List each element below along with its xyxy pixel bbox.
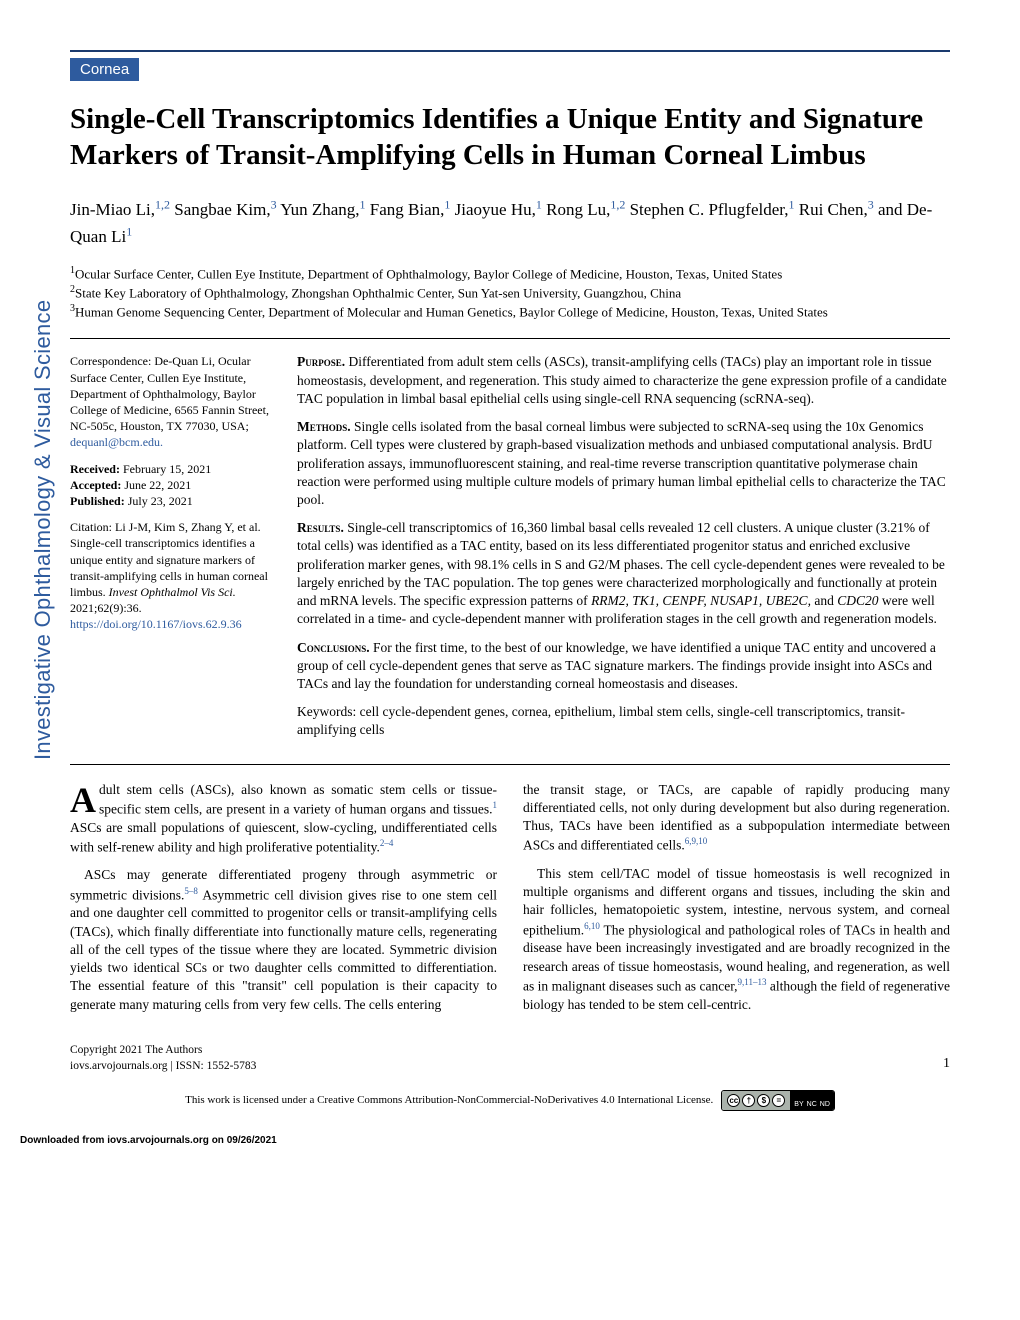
author: Rui Chen,3 — [799, 200, 878, 219]
results-heading: Results. — [297, 520, 344, 535]
methods-heading: Methods. — [297, 419, 351, 434]
affiliation: 3Human Genome Sequencing Center, Departm… — [70, 302, 950, 321]
affiliations: 1Ocular Surface Center, Cullen Eye Insti… — [70, 264, 950, 321]
accepted-date: June 22, 2021 — [124, 478, 191, 492]
affiliation: 2State Key Laboratory of Ophthalmology, … — [70, 283, 950, 302]
correspondence-block: Correspondence: De-Quan Li, Ocular Surfa… — [70, 353, 275, 450]
correspondence-email[interactable]: dequanl@bcm.edu. — [70, 435, 163, 449]
author: Sangbae Kim,3 — [174, 200, 280, 219]
purpose-heading: Purpose. — [297, 354, 345, 369]
conclusions-heading: Conclusions. — [297, 640, 370, 655]
dropcap: A — [70, 781, 99, 816]
published-label: Published: — [70, 494, 125, 508]
ref-6-9-10[interactable]: 6,9,10 — [685, 836, 708, 846]
author: Fang Bian,1 — [370, 200, 455, 219]
author: Jiaoyue Hu,1 — [455, 200, 546, 219]
mid-rule — [70, 338, 950, 339]
download-note: Downloaded from iovs.arvojournals.org on… — [20, 1135, 950, 1146]
category-badge: Cornea — [70, 58, 139, 81]
journal-name-vertical: Investigative Ophthalmology & Visual Sci… — [30, 300, 56, 760]
body-rule — [70, 764, 950, 765]
citation-ref: 2021;62(9):36. — [70, 601, 142, 615]
license-text: This work is licensed under a Creative C… — [185, 1094, 713, 1106]
published-date: July 23, 2021 — [128, 494, 193, 508]
ref-1[interactable]: 1 — [493, 800, 498, 810]
citation-journal: Invest Ophthalmol Vis Sci. — [109, 585, 236, 599]
purpose-text: Differentiated from adult stem cells (AS… — [297, 354, 947, 405]
nc-icon: $ — [757, 1094, 770, 1107]
abstract: Purpose. Differentiated from adult stem … — [297, 353, 950, 749]
copyright: Copyright 2021 The Authors — [70, 1042, 923, 1058]
ref-2-4[interactable]: 2–4 — [380, 838, 394, 848]
cc-icon: cc — [727, 1094, 740, 1107]
sidebar-info: Correspondence: De-Quan Li, Ocular Surfa… — [70, 353, 275, 749]
by-icon: † — [742, 1094, 755, 1107]
dates-block: Received: February 15, 2021 Accepted: Ju… — [70, 461, 275, 510]
body-p1a: dult stem cells (ASCs), also known as so… — [99, 782, 497, 817]
results-text2: and — [811, 593, 837, 608]
site-issn: iovs.arvojournals.org | ISSN: 1552-5783 — [70, 1058, 923, 1074]
affiliation: 1Ocular Surface Center, Cullen Eye Insti… — [70, 264, 950, 283]
nd-icon: = — [772, 1094, 785, 1107]
body-col-right: the transit stage, or TACs, are capable … — [523, 781, 950, 1024]
accepted-label: Accepted: — [70, 478, 121, 492]
article-title: Single-Cell Transcriptomics Identifies a… — [70, 101, 950, 174]
methods-text: Single cells isolated from the basal cor… — [297, 419, 946, 507]
ref-5-8[interactable]: 5–8 — [184, 886, 198, 896]
citation-doi-link[interactable]: https://doi.org/10.1167/iovs.62.9.36 — [70, 617, 242, 631]
correspondence-label: Correspondence: — [70, 354, 151, 368]
received-label: Received: — [70, 462, 120, 476]
license-line: This work is licensed under a Creative C… — [70, 1090, 950, 1111]
results-gene2: CDC20 — [837, 593, 878, 608]
author: Rong Lu,1,2 — [546, 200, 629, 219]
body-text: Adult stem cells (ASCs), also known as s… — [70, 781, 950, 1024]
citation-block: Citation: Li J-M, Kim S, Zhang Y, et al.… — [70, 519, 275, 632]
ref-6-10[interactable]: 6,10 — [584, 921, 600, 931]
footer: Copyright 2021 The Authors iovs.arvojour… — [70, 1042, 950, 1074]
author: Jin-Miao Li,1,2 — [70, 200, 174, 219]
author-list: Jin-Miao Li,1,2 Sangbae Kim,3 Yun Zhang,… — [70, 196, 950, 250]
top-rule — [70, 50, 950, 52]
body-c2-p1: the transit stage, or TACs, are capable … — [523, 782, 950, 853]
conclusions-text: For the first time, to the best of our k… — [297, 640, 936, 691]
cc-badge-icon: cc † $ = BYNCND — [721, 1090, 835, 1111]
page-number: 1 — [943, 1054, 950, 1074]
body-p1b: ASCs are small populations of quiescent,… — [70, 820, 497, 855]
body-col-left: Adult stem cells (ASCs), also known as s… — [70, 781, 497, 1024]
results-genes: RRM2, TK1, CENPF, NUSAP1, UBE2C, — [591, 593, 811, 608]
keywords: Keywords: cell cycle-dependent genes, co… — [297, 703, 950, 739]
ref-9-11-13[interactable]: 9,11–13 — [738, 977, 767, 987]
author: Stephen C. Pflugfelder,1 — [630, 200, 799, 219]
received-date: February 15, 2021 — [123, 462, 211, 476]
author: Yun Zhang,1 — [280, 200, 370, 219]
body-p2b: Asymmetric cell division gives rise to o… — [70, 887, 497, 1011]
